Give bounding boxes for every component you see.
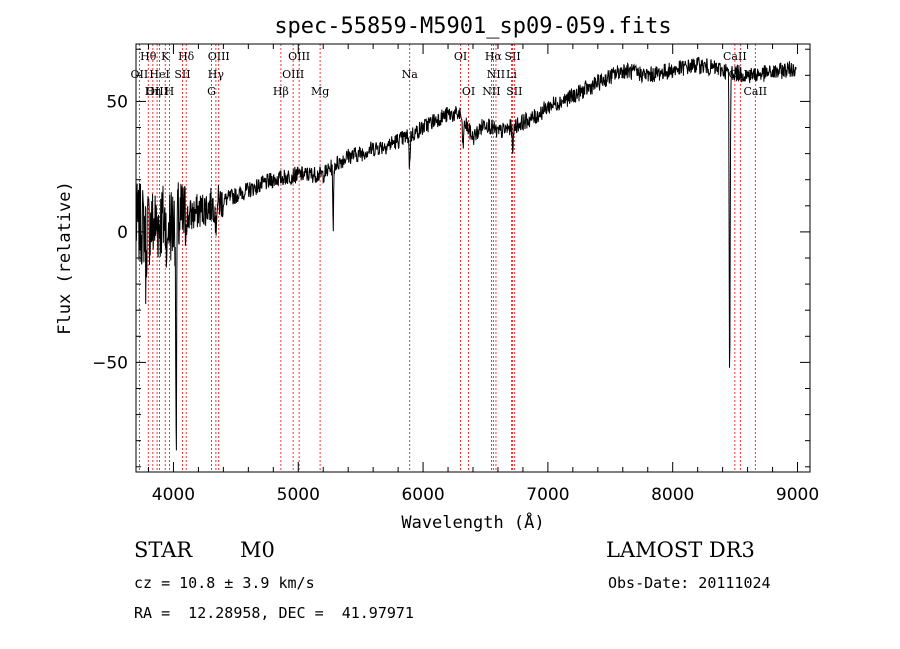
line-label: OII	[131, 68, 149, 81]
line-label: Hα	[485, 50, 503, 63]
x-tick-label: 7000	[526, 485, 569, 505]
y-tick-label: −50	[92, 353, 128, 373]
object-class: STAR	[134, 538, 192, 562]
object-subclass: M0	[240, 538, 275, 562]
line-label: OIII	[208, 50, 230, 63]
line-label: HeI	[149, 68, 169, 81]
line-label: Hδ	[178, 50, 195, 63]
line-label: SII	[504, 50, 520, 63]
x-axis-label: Wavelength (Å)	[401, 511, 544, 533]
y-axis-label: Flux (relative)	[55, 181, 75, 335]
axis-tick-labels: 4000 5000 6000 7000 8000 9000 −50 0 50	[92, 92, 819, 505]
x-tick-label: 9000	[776, 485, 819, 505]
line-label: SII	[174, 68, 190, 81]
line-label: Hη	[145, 85, 161, 98]
line-label: Mg	[311, 85, 329, 98]
line-label: G	[207, 85, 216, 98]
line-label: OIII	[282, 68, 304, 81]
y-tick-label: 50	[106, 92, 128, 112]
line-label: NII	[482, 85, 500, 98]
line-label: Hγ	[208, 68, 225, 81]
axis-ticks	[136, 44, 810, 472]
redshift-cz: cz = 10.8 ± 3.9 km/s	[134, 574, 315, 592]
y-tick-label: 0	[117, 223, 128, 243]
obs-date: Obs-Date: 20111024	[608, 574, 771, 592]
line-label: CaII	[723, 50, 747, 63]
line-label: Hβ	[273, 85, 289, 98]
line-label: NII	[487, 68, 505, 81]
line-label: Li	[506, 68, 517, 81]
chart-title: spec-55859-M5901_sp09-059.fits	[274, 14, 671, 39]
line-label: H	[165, 85, 175, 98]
plot-frame	[136, 44, 810, 472]
survey-name: LAMOST DR3	[606, 538, 755, 562]
x-tick-label: 5000	[277, 485, 320, 505]
line-label: OIII	[288, 50, 310, 63]
x-tick-label: 6000	[401, 485, 444, 505]
line-label: K	[161, 50, 170, 63]
line-label: Na	[402, 68, 419, 81]
ra-dec: RA = 12.28958, DEC = 41.97971	[134, 604, 414, 622]
line-label: Hθ	[140, 50, 157, 63]
x-tick-label: 4000	[152, 485, 195, 505]
spectrum-trace	[136, 57, 796, 451]
line-label: OI	[462, 85, 475, 98]
line-label: SII	[506, 85, 522, 98]
line-label: CaII	[743, 85, 767, 98]
line-label: OI	[454, 50, 467, 63]
x-tick-label: 8000	[651, 485, 694, 505]
